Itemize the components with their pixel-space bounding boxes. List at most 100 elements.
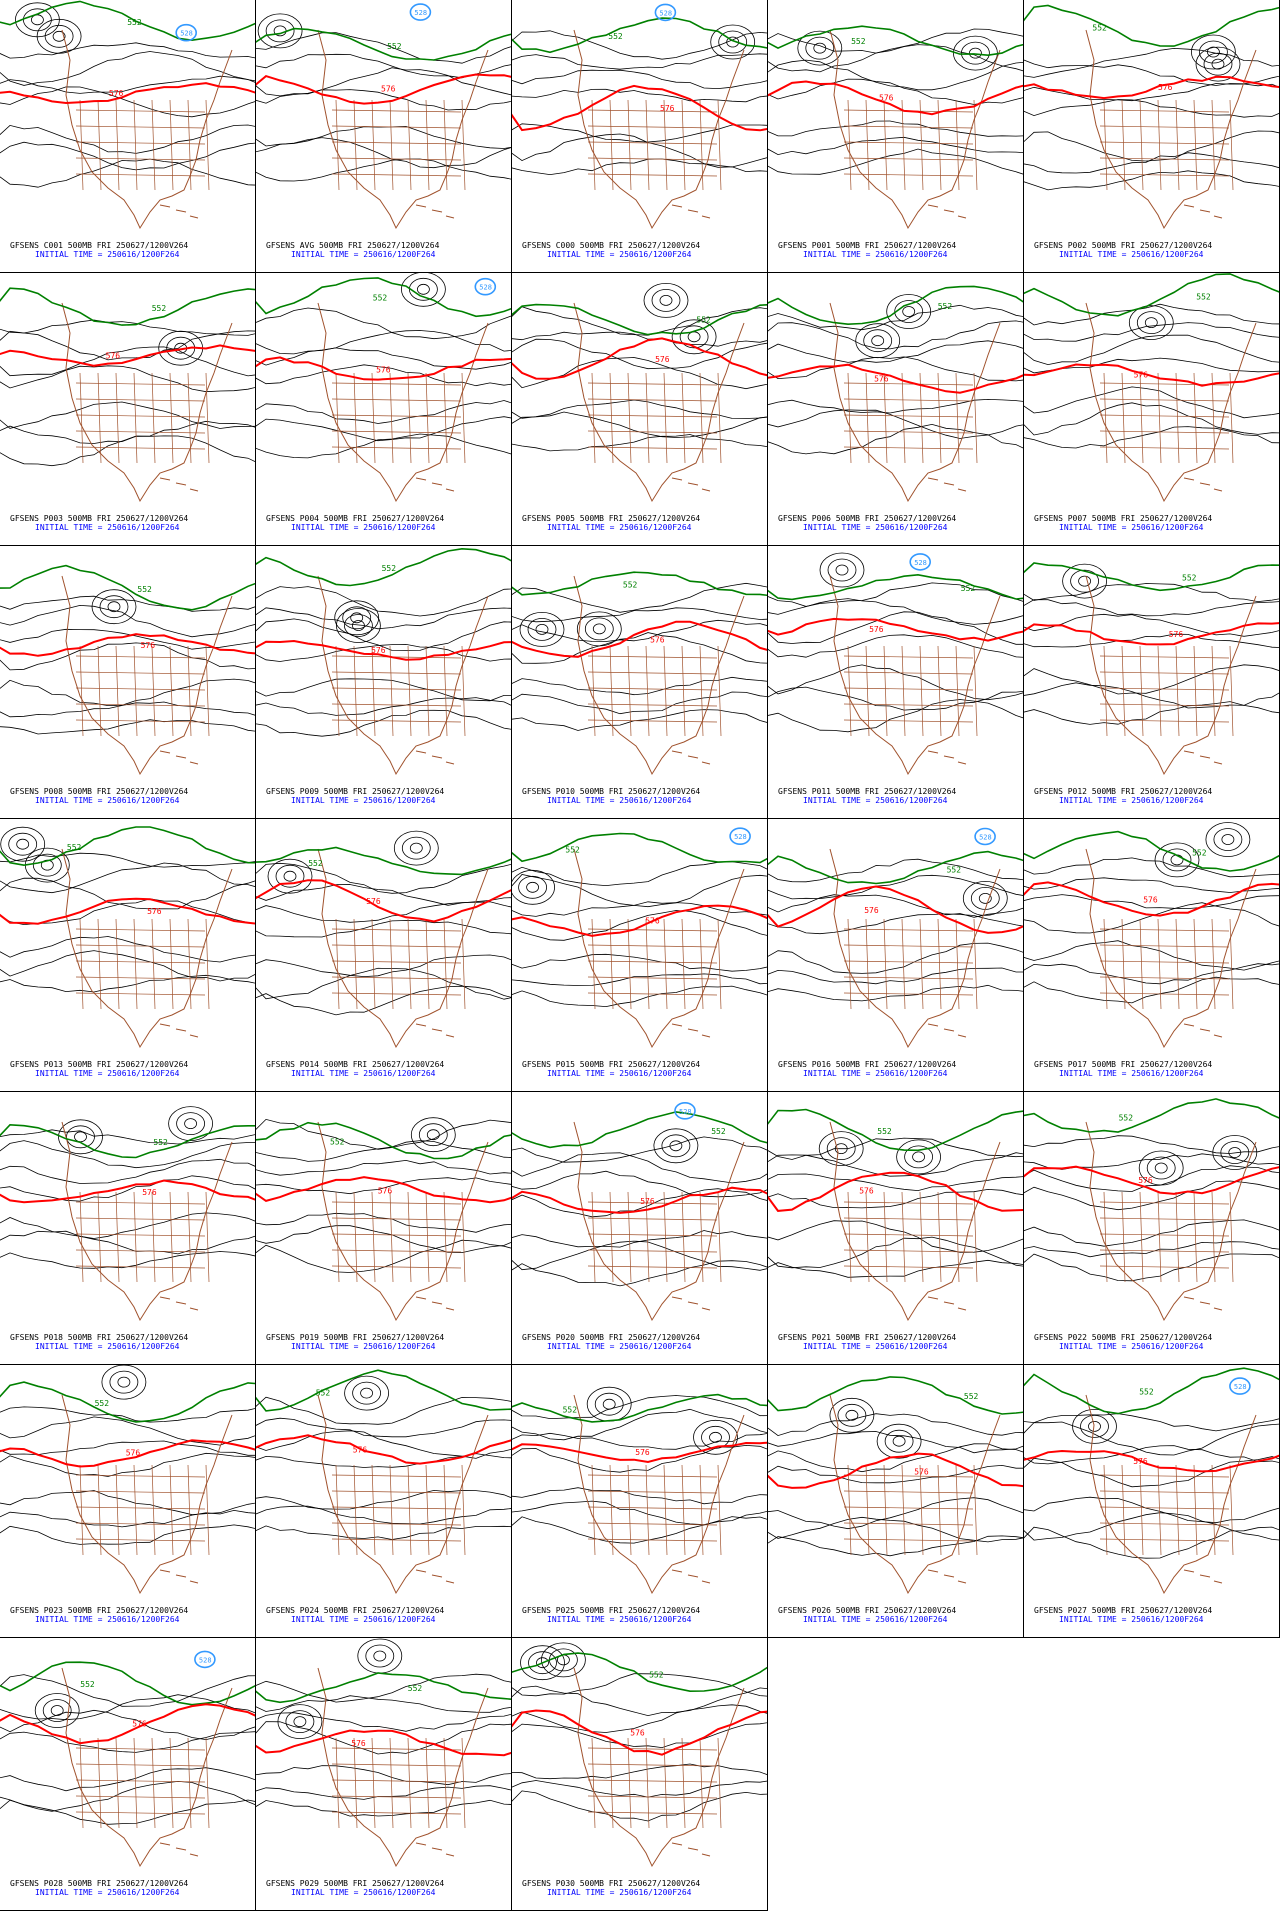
state-boundary-line — [587, 1763, 718, 1767]
ensemble-panel: 552 576 GFSENS P008 500MB FRI 250627/1200V… — [0, 546, 256, 819]
state-boundary-line — [75, 1811, 206, 1815]
contour-552-label: 552 — [137, 585, 152, 594]
height-contour-line — [0, 1674, 255, 1707]
state-boundary-line — [865, 99, 870, 191]
contour-528-label: 528 — [979, 834, 992, 842]
state-boundary-line — [425, 99, 430, 191]
contour-552-line — [256, 1121, 511, 1160]
state-boundary-line — [847, 1191, 852, 1283]
state-boundary-line — [587, 928, 718, 932]
height-contour-line — [768, 1137, 1023, 1160]
panel-caption: GFSENS P021 500MB FRI 250627/1200V264 — [778, 1333, 957, 1342]
panel-caption: GFSENS P029 500MB FRI 250627/1200V264 — [266, 1879, 445, 1888]
height-contour-line — [0, 1509, 255, 1528]
state-boundary-line — [331, 430, 462, 434]
state-boundary-line — [97, 1464, 102, 1556]
state-boundary-line — [1121, 372, 1126, 464]
state-boundary-line — [1099, 719, 1230, 723]
closed-contour-center — [1212, 1135, 1258, 1170]
state-boundary-line — [1099, 141, 1230, 145]
height-contour-line — [0, 1799, 255, 1825]
height-contour-line — [256, 1785, 511, 1800]
height-contour-line — [256, 347, 511, 370]
closed-contour-center — [701, 1425, 730, 1449]
state-boundary-line — [151, 1191, 156, 1283]
height-contour-line — [768, 874, 1023, 900]
state-boundary-line — [75, 398, 206, 402]
closed-contour-center — [1136, 311, 1166, 334]
height-contour-map: 552 528 576 — [768, 827, 1023, 1049]
height-contour-line — [768, 1152, 1023, 1177]
height-contour-line — [0, 420, 255, 444]
state-boundary-line — [331, 125, 462, 129]
state-boundary-line — [663, 1464, 668, 1556]
closed-contour-center — [1146, 1156, 1176, 1180]
caribbean-islands-outline — [671, 1569, 711, 1584]
closed-contour-center — [1221, 834, 1235, 845]
height-contour-map: 552 576 — [512, 571, 767, 776]
panel-caption: GFSENS P015 500MB FRI 250627/1200V264 — [522, 1060, 701, 1069]
coastline-outline — [829, 848, 1001, 1049]
contour-552-label: 552 — [938, 302, 953, 311]
state-boundary-line — [1099, 157, 1230, 161]
closed-contour-center — [1203, 52, 1233, 76]
height-contour-line — [0, 1406, 255, 1423]
state-boundary-line — [1139, 918, 1144, 1010]
height-contour-line — [256, 1396, 511, 1425]
state-boundary-line — [1157, 918, 1162, 1010]
state-boundary-line — [461, 99, 466, 191]
contour-576-label: 576 — [1158, 83, 1173, 92]
height-contour-map: 552 576 — [256, 1369, 511, 1595]
closed-contour-center — [36, 18, 82, 54]
height-contour-line — [1024, 701, 1279, 725]
state-boundary-line — [937, 372, 942, 464]
caribbean-islands-outline — [159, 1296, 199, 1311]
state-boundary-line — [883, 1464, 888, 1556]
caribbean-islands-outline — [1183, 204, 1223, 219]
height-contour-line — [512, 985, 767, 1008]
contour-576-line — [512, 904, 767, 937]
panel-initial-time: INITIAL TIME = 250616/1200F264 — [291, 1342, 436, 1351]
contour-576-label: 576 — [353, 1446, 368, 1455]
ensemble-panel: 552 528 576 GFSENS P028 500MB FRI 250627/12… — [0, 1638, 256, 1911]
state-boundary-line — [865, 1191, 870, 1283]
state-boundary-line — [205, 1191, 210, 1283]
state-boundary-line — [461, 1464, 466, 1556]
state-boundary-line — [1099, 976, 1230, 980]
contour-552-label: 552 — [308, 859, 323, 868]
height-contour-map: 552 576 — [256, 830, 511, 1049]
state-boundary-line — [353, 645, 358, 737]
contour-552-line — [256, 1672, 511, 1704]
height-contour-line — [0, 719, 255, 735]
contour-576-label: 576 — [371, 646, 386, 655]
state-boundary-line — [1175, 1464, 1180, 1556]
state-boundary-line — [843, 125, 974, 129]
state-boundary-line — [389, 99, 394, 191]
contour-528-label: 528 — [1234, 1383, 1247, 1391]
state-boundary-line — [1099, 1474, 1230, 1478]
closed-contour-center — [1213, 828, 1243, 851]
state-boundary-line — [331, 1249, 462, 1253]
closed-contour-center — [526, 881, 540, 893]
height-contour-line — [0, 86, 255, 118]
panel-initial-time: INITIAL TIME = 250616/1200F264 — [1059, 1069, 1204, 1078]
closed-contour-center — [8, 832, 38, 856]
state-boundary-line — [843, 671, 974, 675]
state-boundary-line — [1103, 1191, 1108, 1283]
height-contour-map: 552 528 576 — [0, 1650, 255, 1868]
height-contour-line — [256, 364, 511, 387]
state-boundary-line — [331, 928, 462, 932]
ensemble-panel: 552 576 GFSENS P014 500MB FRI 250627/1200V… — [256, 819, 512, 1092]
panel-caption: GFSENS P007 500MB FRI 250627/1200V264 — [1034, 514, 1213, 523]
contour-576-line — [1024, 1449, 1279, 1473]
contour-576-line — [768, 885, 1023, 934]
state-boundary-line — [587, 1490, 718, 1494]
panel-caption: GFSENS AVG 500MB FRI 250627/1200V264 — [266, 241, 440, 250]
panel-initial-time: INITIAL TIME = 250616/1200F264 — [35, 796, 180, 805]
height-contour-line — [512, 973, 767, 986]
closed-contour-center — [283, 870, 297, 882]
state-boundary-line — [937, 645, 942, 737]
closed-contour-center — [978, 893, 992, 904]
height-contour-line — [768, 858, 1023, 883]
coastline-outline — [1085, 29, 1257, 230]
